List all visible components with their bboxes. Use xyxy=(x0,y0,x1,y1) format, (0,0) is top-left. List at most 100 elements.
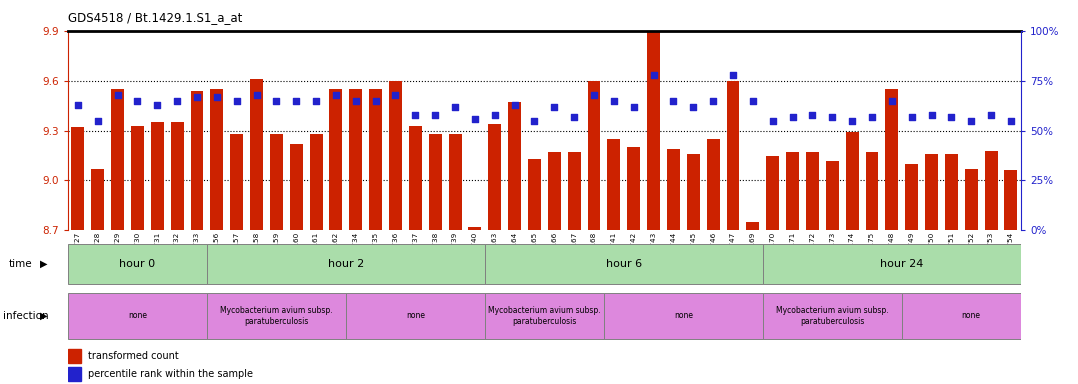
Point xyxy=(446,104,464,110)
Point xyxy=(645,71,662,78)
Bar xyxy=(92,169,105,230)
FancyBboxPatch shape xyxy=(485,293,604,339)
Bar xyxy=(508,102,521,230)
Point xyxy=(665,98,682,104)
Bar xyxy=(448,134,461,230)
Text: hour 0: hour 0 xyxy=(120,259,155,269)
Bar xyxy=(409,126,421,230)
Bar xyxy=(965,169,978,230)
Text: none: none xyxy=(962,311,981,320)
Point xyxy=(863,114,881,120)
Point xyxy=(625,104,642,110)
Point xyxy=(744,98,761,104)
Point xyxy=(585,91,603,98)
Point xyxy=(128,98,146,104)
Point xyxy=(705,98,722,104)
Bar xyxy=(766,156,779,230)
Bar xyxy=(309,134,322,230)
Point xyxy=(89,118,107,124)
Bar xyxy=(984,151,997,230)
Bar xyxy=(806,152,819,230)
Bar xyxy=(627,147,640,230)
Bar xyxy=(727,81,740,230)
Bar xyxy=(68,367,82,381)
Bar xyxy=(845,132,858,230)
Point xyxy=(804,111,821,118)
Bar xyxy=(647,31,660,230)
Bar xyxy=(925,154,938,230)
FancyBboxPatch shape xyxy=(68,244,207,284)
Text: none: none xyxy=(128,311,147,320)
Text: Mycobacterium avium subsp.
paratuberculosis: Mycobacterium avium subsp. paratuberculo… xyxy=(488,306,600,326)
Text: infection: infection xyxy=(3,311,49,321)
Bar xyxy=(250,79,263,230)
Bar xyxy=(151,122,164,230)
Text: none: none xyxy=(674,311,693,320)
Bar xyxy=(568,152,581,230)
Bar xyxy=(290,144,303,230)
Point xyxy=(288,98,305,104)
Bar xyxy=(469,227,482,230)
Point xyxy=(843,118,860,124)
Point xyxy=(883,98,900,104)
Point xyxy=(982,111,999,118)
Text: hour 24: hour 24 xyxy=(880,259,924,269)
Text: Mycobacterium avium subsp.
paratuberculosis: Mycobacterium avium subsp. paratuberculo… xyxy=(776,306,888,326)
Bar xyxy=(270,134,282,230)
Point xyxy=(1003,118,1020,124)
Bar xyxy=(191,91,204,230)
Text: ▶: ▶ xyxy=(40,259,47,269)
Point xyxy=(109,91,126,98)
Bar xyxy=(1005,170,1018,230)
Point xyxy=(307,98,324,104)
Bar xyxy=(130,126,143,230)
Text: hour 2: hour 2 xyxy=(328,259,364,269)
FancyBboxPatch shape xyxy=(485,244,763,284)
Point xyxy=(427,111,444,118)
Bar xyxy=(71,127,84,230)
Point xyxy=(545,104,563,110)
Point xyxy=(267,98,285,104)
Bar xyxy=(548,152,561,230)
Bar xyxy=(68,349,82,363)
Point xyxy=(685,104,702,110)
Bar xyxy=(231,134,244,230)
Point xyxy=(208,94,225,100)
Bar xyxy=(210,89,223,230)
Bar xyxy=(330,89,343,230)
Bar xyxy=(786,152,799,230)
Bar xyxy=(746,222,759,230)
FancyBboxPatch shape xyxy=(207,293,346,339)
Bar xyxy=(885,89,898,230)
Bar xyxy=(111,89,124,230)
FancyBboxPatch shape xyxy=(901,293,1040,339)
Text: time: time xyxy=(9,259,32,269)
Text: percentile rank within the sample: percentile rank within the sample xyxy=(88,369,253,379)
Point xyxy=(764,118,782,124)
Text: GDS4518 / Bt.1429.1.S1_a_at: GDS4518 / Bt.1429.1.S1_a_at xyxy=(68,12,243,25)
FancyBboxPatch shape xyxy=(207,244,485,284)
FancyBboxPatch shape xyxy=(346,293,485,339)
Point xyxy=(724,71,742,78)
Bar xyxy=(528,159,541,230)
FancyBboxPatch shape xyxy=(763,293,901,339)
Point xyxy=(467,116,484,122)
Bar xyxy=(906,164,918,230)
FancyBboxPatch shape xyxy=(763,244,1040,284)
Bar xyxy=(866,152,879,230)
Point xyxy=(824,114,841,120)
Bar xyxy=(369,89,382,230)
Bar xyxy=(429,134,442,230)
Bar xyxy=(667,149,680,230)
Bar xyxy=(588,81,600,230)
Point xyxy=(963,118,980,124)
Point xyxy=(387,91,404,98)
Text: none: none xyxy=(405,311,425,320)
Point xyxy=(605,98,622,104)
Point xyxy=(486,111,503,118)
Text: Mycobacterium avium subsp.
paratuberculosis: Mycobacterium avium subsp. paratuberculo… xyxy=(220,306,333,326)
Bar xyxy=(349,89,362,230)
Bar xyxy=(389,81,402,230)
Bar xyxy=(607,139,620,230)
Bar xyxy=(707,139,720,230)
